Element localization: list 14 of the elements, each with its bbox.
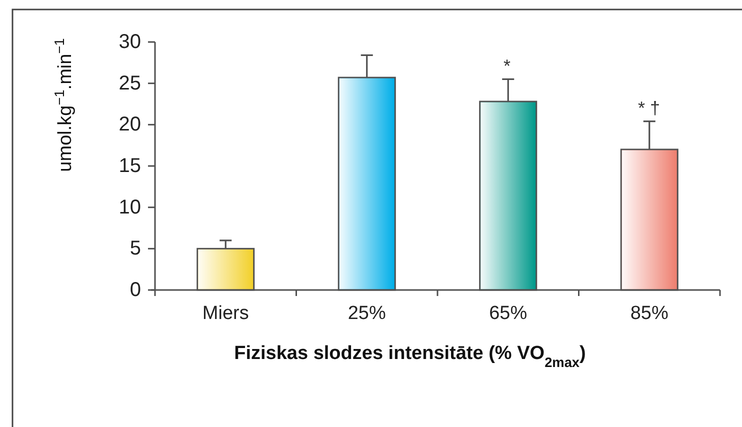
- y-tick-label: 20: [118, 114, 141, 136]
- y-tick-label: 30: [118, 31, 141, 53]
- annotation: *: [503, 56, 511, 76]
- x-axis-title: Fiziskas slodzes intensitāte (% VO$_{2max}$): [234, 343, 586, 370]
- annotation: * †: [638, 98, 660, 118]
- y-tick-label: 15: [118, 155, 141, 177]
- y-tick-label: 25: [118, 72, 141, 94]
- y-tick-label: 10: [118, 196, 141, 218]
- x-tick-label: 25%: [348, 303, 386, 324]
- x-tick-label: Miers: [202, 303, 249, 324]
- y-tick-label: 0: [130, 279, 141, 301]
- x-tick-label: 85%: [630, 303, 668, 324]
- x-tick-label: 65%: [489, 303, 528, 324]
- y-tick-label: 5: [130, 238, 141, 260]
